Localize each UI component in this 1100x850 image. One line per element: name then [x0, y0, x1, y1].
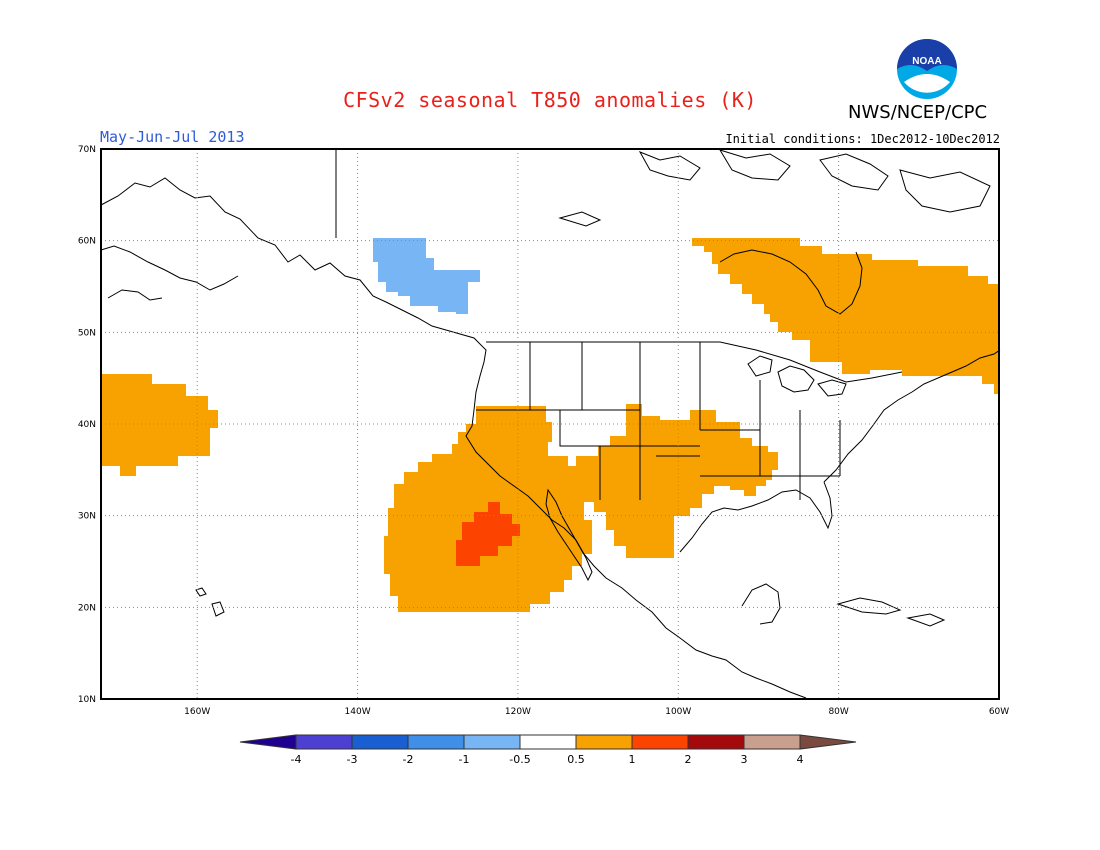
anomaly-region-southwest-central-us: [556, 404, 778, 558]
map-frame: [100, 148, 1000, 700]
legend-arrow-low: [239, 734, 297, 750]
legend-label: -4: [291, 753, 302, 766]
lat-tick-label: 20N: [78, 603, 96, 613]
legend-arrow-high: [799, 734, 857, 750]
legend-swatch: [743, 734, 801, 750]
anomaly-region-northeast-pacific: [101, 374, 218, 476]
forecast-period: May-Jun-Jul 2013: [100, 128, 245, 146]
legend-swatch: [295, 734, 353, 750]
lat-tick-label: 60N: [78, 237, 96, 247]
logo-text: NOAA: [912, 56, 941, 67]
legend-swatch: [575, 734, 633, 750]
lon-tick-label: 120W: [505, 707, 531, 717]
lat-tick-label: 30N: [78, 512, 96, 522]
legend-swatch: [687, 734, 745, 750]
legend-swatch: [631, 734, 689, 750]
lat-tick-label: 50N: [78, 328, 96, 338]
legend-label: -0.5: [509, 753, 530, 766]
lon-tick-label: 100W: [665, 707, 691, 717]
chart-title: CFSv2 seasonal T850 anomalies (K): [343, 88, 757, 112]
lon-tick-label: 60W: [989, 707, 1009, 717]
lat-tick-label: 40N: [78, 420, 96, 430]
legend-swatch: [463, 734, 521, 750]
anomaly-region-alaska-panhandle: [373, 238, 480, 314]
anomaly-region-eastern-canada: [692, 238, 1000, 394]
lat-tick-label: 10N: [78, 695, 96, 705]
legend-label: -2: [403, 753, 414, 766]
legend-swatch: [351, 734, 409, 750]
legend-label: -3: [347, 753, 358, 766]
axis-ticks: 160W 140W 120W 100W 80W 60W 10N 20N 30N 40N 50N 60N…: [78, 145, 1009, 717]
lat-lon-grid: [101, 149, 999, 699]
legend-label: -1: [459, 753, 470, 766]
initial-conditions: Initial conditions: 1Dec2012-10Dec2012: [725, 132, 1000, 146]
lon-tick-label: 140W: [345, 707, 371, 717]
lon-tick-label: 80W: [828, 707, 848, 717]
agency-label: NWS/NCEP/CPC: [848, 102, 988, 123]
legend-label: 3: [741, 753, 748, 766]
anomaly-shading: [101, 238, 1000, 612]
noaa-logo: NOAA: [897, 39, 957, 99]
anomaly-region-baja-core: [456, 502, 520, 566]
legend-label: 1: [629, 753, 636, 766]
legend-swatch: [407, 734, 465, 750]
legend-label: 4: [797, 753, 804, 766]
coastlines-and-borders: [100, 149, 1001, 699]
legend-swatch: [519, 734, 577, 750]
legend-label: 0.5: [567, 753, 585, 766]
legend-label: 2: [685, 753, 692, 766]
lat-tick-label: 70N: [78, 145, 96, 155]
lon-tick-label: 160W: [184, 707, 210, 717]
